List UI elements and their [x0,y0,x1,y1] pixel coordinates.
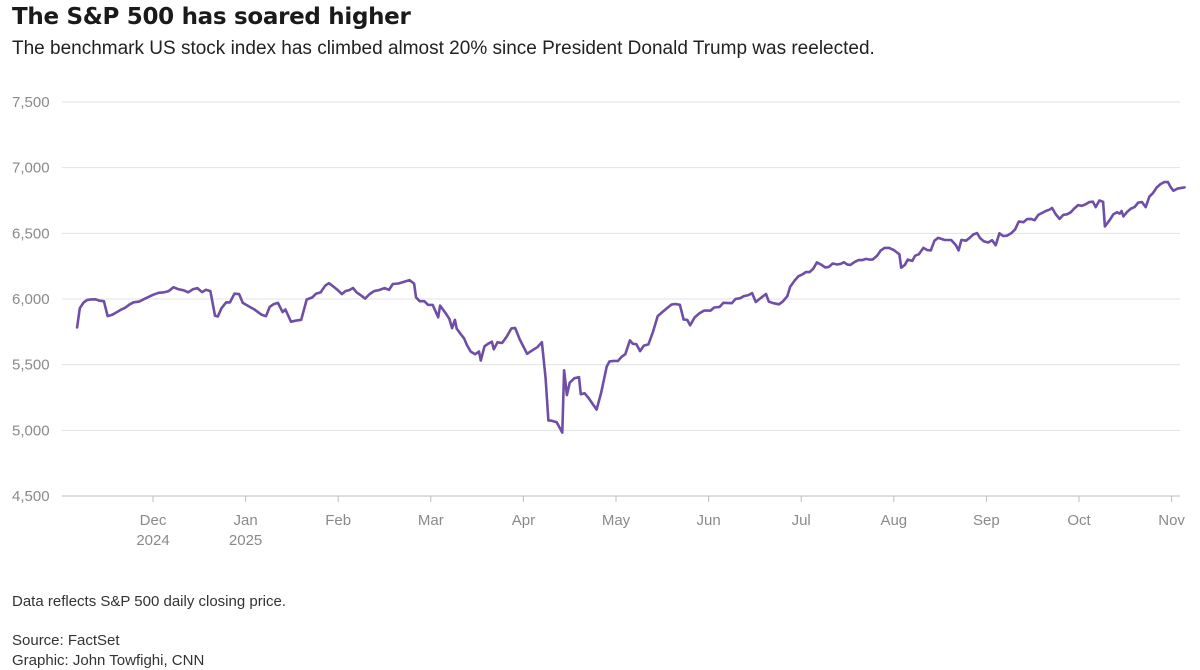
x-axis: Dec 2024 Jan 2025 Feb Mar Apr May Jun Jul Aug Sep Oc… [136,496,1185,549]
gridlines [62,101,1180,497]
y-tick-label: 4,500 [12,488,50,505]
y-axis-labels: 7,500 7,000 6,500 6,000 5,500 5,000 4,500 [12,94,50,505]
sp500-series-line [75,180,1186,434]
graphic-credit: Graphic: John Towfighi, CNN [12,652,205,669]
x-tick-label: Apr [512,512,535,529]
x-tick-label: Sep [973,512,1000,529]
chart-title: The S&P 500 has soared higher [12,4,411,30]
x-tick-label: Feb [325,512,351,529]
chart-subtitle: The benchmark US stock index has climbed… [12,38,875,59]
source-note: Source: FactSet [12,632,120,649]
y-tick-label: 7,500 [12,94,50,111]
x-tick-label: Aug [880,512,907,529]
x-tick-label: Jan [234,512,258,529]
data-note: Data reflects S&P 500 daily closing pric… [12,593,287,610]
sp500-line-chart: 7,500 7,000 6,500 6,000 5,500 5,000 4,500 Dec 2… [12,94,1186,549]
x-tick-label: Dec [140,512,167,529]
x-tick-label: Jun [697,512,721,529]
series-layer [75,180,1186,434]
x-tick-label: Mar [418,512,444,529]
y-tick-label: 5,000 [12,422,50,439]
x-tick-year-label: 2024 [136,532,169,549]
x-tick-label: Oct [1067,512,1091,529]
y-tick-label: 7,000 [12,160,50,177]
x-tick-label: Jul [792,512,811,529]
x-tick-label: Nov [1158,512,1185,529]
x-tick-year-label: 2025 [229,532,262,549]
y-tick-label: 6,500 [12,225,50,242]
y-tick-label: 5,500 [12,357,50,374]
x-tick-label: May [602,512,631,529]
y-tick-label: 6,000 [12,291,50,308]
